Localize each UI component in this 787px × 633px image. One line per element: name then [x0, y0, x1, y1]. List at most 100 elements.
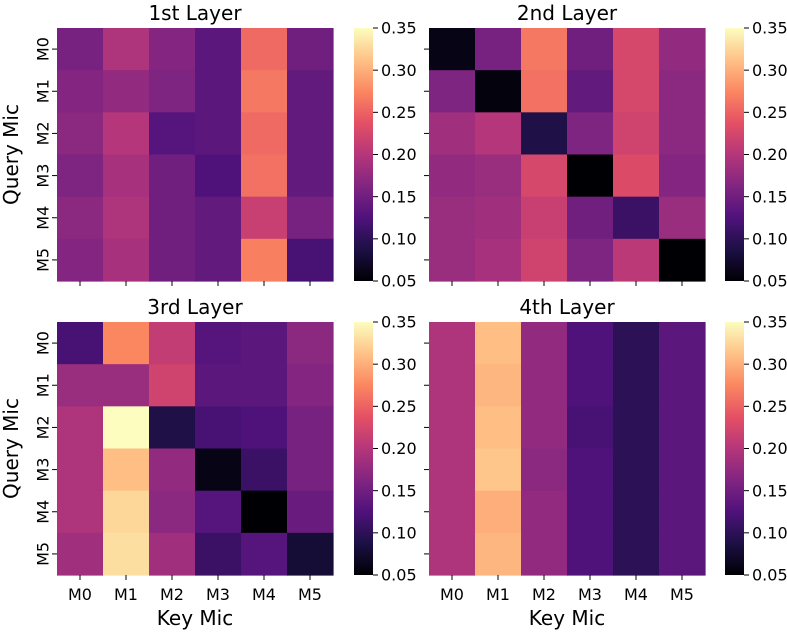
heatmap-cell	[195, 406, 242, 450]
heatmap-cell	[103, 196, 150, 240]
heatmap-cell	[613, 112, 660, 156]
heatmap-cell	[103, 448, 150, 492]
heatmap-cell	[149, 448, 196, 492]
y-tick-label: M0	[34, 37, 53, 61]
heatmap-cell	[241, 28, 288, 71]
heatmap-cell	[567, 112, 614, 156]
heatmap-cell	[103, 490, 150, 534]
heatmap-cell	[57, 490, 104, 534]
heatmap-cell	[287, 322, 334, 365]
heatmap-cell	[521, 196, 568, 240]
colorbar-tick-label: 0.15	[752, 187, 787, 206]
colorbar	[725, 28, 744, 281]
heatmap-cell	[195, 322, 242, 365]
heatmap-cell	[613, 322, 660, 365]
heatmap-cell	[287, 28, 334, 71]
colorbar-tick-label: 0.35	[381, 313, 417, 332]
heatmap-cell	[521, 322, 568, 365]
heatmap-cell	[149, 364, 196, 407]
colorbar-tick-label: 0.20	[381, 145, 417, 164]
colorbar-tick-label: 0.10	[752, 229, 787, 248]
heatmap-cell	[429, 322, 476, 365]
colorbar-tick-label: 0.25	[381, 397, 417, 416]
heatmap-cell	[287, 406, 334, 450]
colorbar-tick-label: 0.05	[381, 272, 417, 291]
heatmap-cell	[241, 490, 288, 534]
heatmap-cell	[195, 364, 242, 407]
heatmap-cell	[613, 28, 660, 71]
heatmap-cell	[521, 112, 568, 156]
heatmap-cell	[241, 406, 288, 450]
heatmap-cell	[613, 196, 660, 240]
heatmap-cell	[567, 70, 614, 113]
x-tick-label: M4	[252, 585, 276, 604]
heatmap-cell	[57, 28, 104, 71]
heatmap-cell	[241, 238, 288, 282]
x-tick-label: M2	[532, 585, 556, 604]
heatmap-cell	[57, 406, 104, 450]
heatmap-cell	[287, 448, 334, 492]
heatmap-cell	[195, 70, 242, 113]
colorbar-tick-label: 0.30	[381, 355, 417, 374]
heatmap-cell	[103, 70, 150, 113]
heatmap-cell	[429, 406, 476, 450]
heatmap-cell	[103, 406, 150, 450]
heatmap-panel-4: 4th Layer M0 M1 M2 M3 M4 M5 Key Mic 0.05 0.10 0.15…	[424, 295, 787, 630]
colorbar-tick-label: 0.35	[752, 19, 787, 38]
colorbar	[354, 28, 373, 281]
heatmap-cell	[567, 532, 614, 576]
heatmap-cell	[521, 532, 568, 576]
heatmap-cell	[567, 406, 614, 450]
heatmap-cell	[659, 448, 706, 492]
heatmap-cell	[613, 448, 660, 492]
heatmap-cell	[149, 154, 196, 198]
x-tick-label: M1	[114, 585, 138, 604]
heatmap-cell	[567, 28, 614, 71]
heatmap-cell	[659, 196, 706, 240]
heatmap-cell	[241, 532, 288, 576]
heatmap-cell	[567, 364, 614, 407]
heatmap-panel-1: 1st Layer M0 M1 M2 M3 M4 M5 Query Mic 0.05 0.10 0.…	[0, 1, 417, 291]
heatmap-cell	[149, 490, 196, 534]
heatmap-cell	[149, 238, 196, 282]
heatmap-cell	[57, 70, 104, 113]
heatmap-cell	[287, 364, 334, 407]
heatmap-cell	[521, 448, 568, 492]
colorbar-tick-label: 0.30	[752, 61, 787, 80]
heatmap-cell	[195, 28, 242, 71]
heatmap-cell	[103, 112, 150, 156]
heatmap-cell	[103, 28, 150, 71]
heatmap-cell	[475, 490, 522, 534]
heatmap-cell	[195, 448, 242, 492]
panel-title: 2nd Layer	[517, 1, 618, 25]
heatmap-cell	[567, 238, 614, 282]
heatmap-cell	[613, 532, 660, 576]
heatmap-cell	[521, 364, 568, 407]
x-tick-label: M1	[486, 585, 510, 604]
heatmap-cell	[475, 364, 522, 407]
heatmap-cell	[429, 154, 476, 198]
colorbar-tick-label: 0.20	[752, 439, 787, 458]
heatmap-cell	[149, 322, 196, 365]
y-axis-label: Query Mic	[0, 104, 23, 205]
heatmap-cell	[659, 70, 706, 113]
heatmap-cell	[475, 154, 522, 198]
heatmap-cell	[429, 112, 476, 156]
heatmap-cell	[57, 112, 104, 156]
heatmap-cell	[521, 490, 568, 534]
y-tick-label: M1	[34, 373, 53, 397]
heatmap-cell	[659, 490, 706, 534]
colorbar-tick-label: 0.15	[381, 187, 417, 206]
heatmap-cell	[149, 406, 196, 450]
x-axis-label: Key Mic	[157, 606, 233, 630]
heatmap-cell	[195, 490, 242, 534]
heatmap-cell	[567, 490, 614, 534]
heatmap-cell	[613, 490, 660, 534]
heatmap-cell	[475, 28, 522, 71]
heatmap-cell	[287, 70, 334, 113]
heatmap-cell	[475, 532, 522, 576]
heatmap-cell	[287, 532, 334, 576]
heatmap-cell	[57, 364, 104, 407]
heatmap-cell	[475, 406, 522, 450]
y-tick-label: M3	[34, 458, 53, 482]
